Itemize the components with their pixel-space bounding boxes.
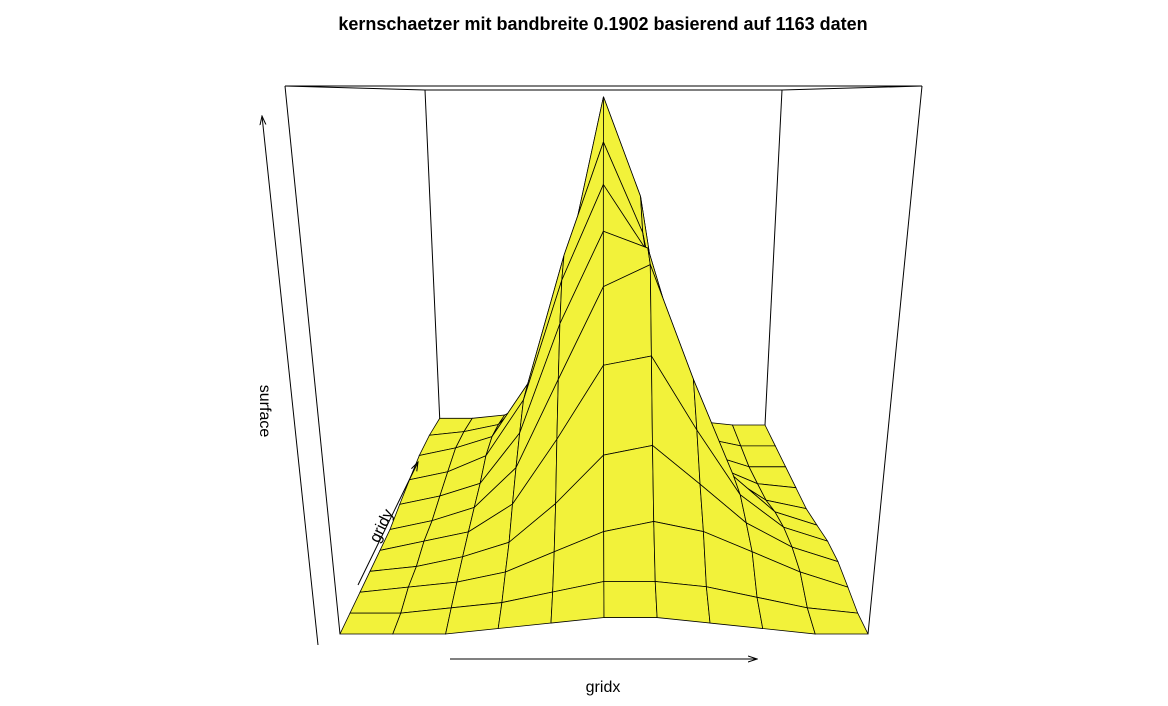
- chart-title: kernschaetzer mit bandbreite 0.1902 basi…: [338, 14, 867, 34]
- box-front: [284, 85, 923, 635]
- surface-facet: [445, 602, 503, 635]
- box-back: [284, 85, 923, 426]
- surface-facet: [603, 581, 658, 618]
- z-axis-label: surface: [256, 385, 273, 438]
- surface-facet: [603, 355, 653, 456]
- surface-facet: [740, 445, 787, 468]
- y-axis-arrow: [357, 462, 418, 586]
- surface-facet: [603, 444, 655, 533]
- surface-facet: [653, 520, 707, 588]
- surface-facet: [339, 612, 402, 635]
- surface-facet: [806, 607, 869, 635]
- surface-facet: [654, 581, 711, 624]
- surface-facet: [603, 520, 656, 582]
- surface: [339, 96, 869, 635]
- x-axis-label: gridx: [586, 679, 621, 696]
- surface-facet: [349, 586, 409, 614]
- z-axis-arrow: [262, 116, 319, 646]
